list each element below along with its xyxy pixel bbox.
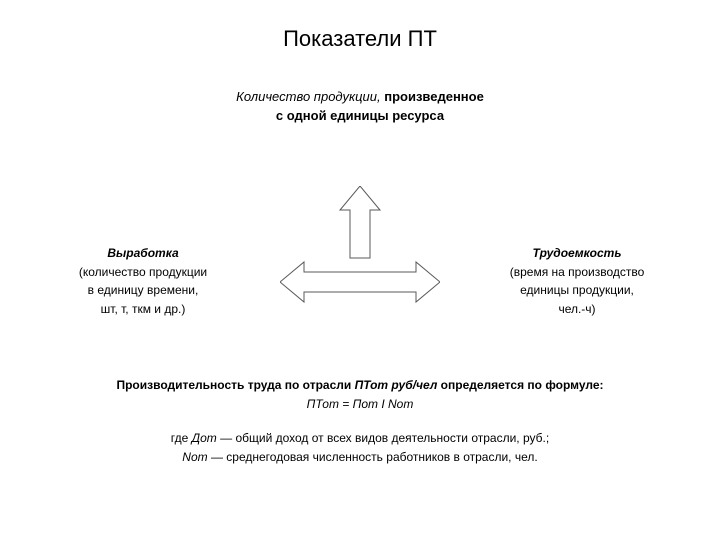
formula-line2: ПТот = Пот I Nот bbox=[0, 395, 720, 414]
top-desc-line1: Количество продукции, произведенное bbox=[0, 88, 720, 107]
top-description: Количество продукции, произведенное с од… bbox=[0, 88, 720, 126]
right-header: Трудоемкость bbox=[492, 244, 662, 263]
left-header: Выработка bbox=[58, 244, 228, 263]
left-label-block: Выработка (количество продукции в единиц… bbox=[58, 244, 228, 318]
slide-root: Показатели ПТ Количество продукции, прои… bbox=[0, 0, 720, 540]
formula-line3-pre: где bbox=[171, 431, 192, 445]
formula-line1-var: ПТот руб/чел bbox=[355, 378, 438, 392]
formula-line4-post: — среднегодовая численность работников в… bbox=[208, 450, 538, 464]
arrow-left-right-icon bbox=[280, 262, 440, 302]
top-desc-line1-bold: произведенное bbox=[381, 89, 484, 104]
arrow-up-icon bbox=[340, 186, 380, 258]
formula-line1-post: определяется по формуле: bbox=[437, 378, 603, 392]
right-label-block: Трудоемкость (время на производство един… bbox=[492, 244, 662, 318]
formula-line3: где Дот — общий доход от всех видов деят… bbox=[0, 429, 720, 448]
formula-gap bbox=[0, 413, 720, 429]
formula-line1: Производительность труда по отрасли ПТот… bbox=[0, 376, 720, 395]
formula-line4: Nот — среднегодовая численность работник… bbox=[0, 448, 720, 467]
left-line4: шт, т, ткм и др.) bbox=[58, 300, 228, 319]
formula-line4-var: Nот bbox=[182, 450, 207, 464]
formula-line3-post: — общий доход от всех видов деятельности… bbox=[217, 431, 549, 445]
left-line2: (количество продукции bbox=[58, 263, 228, 282]
formula-block: Производительность труда по отрасли ПТот… bbox=[0, 376, 720, 466]
top-desc-line2: с одной единицы ресурса bbox=[0, 107, 720, 126]
three-way-arrow-icon bbox=[280, 186, 440, 330]
top-desc-line1-italic: Количество продукции, bbox=[236, 89, 380, 104]
right-line4: чел.-ч) bbox=[492, 300, 662, 319]
formula-line3-var: Дот bbox=[192, 431, 217, 445]
right-line3: единицы продукции, bbox=[492, 281, 662, 300]
left-line3: в единицу времени, bbox=[58, 281, 228, 300]
slide-title: Показатели ПТ bbox=[0, 26, 720, 52]
formula-line1-pre: Производительность труда по отрасли bbox=[116, 378, 354, 392]
right-line2: (время на производство bbox=[492, 263, 662, 282]
